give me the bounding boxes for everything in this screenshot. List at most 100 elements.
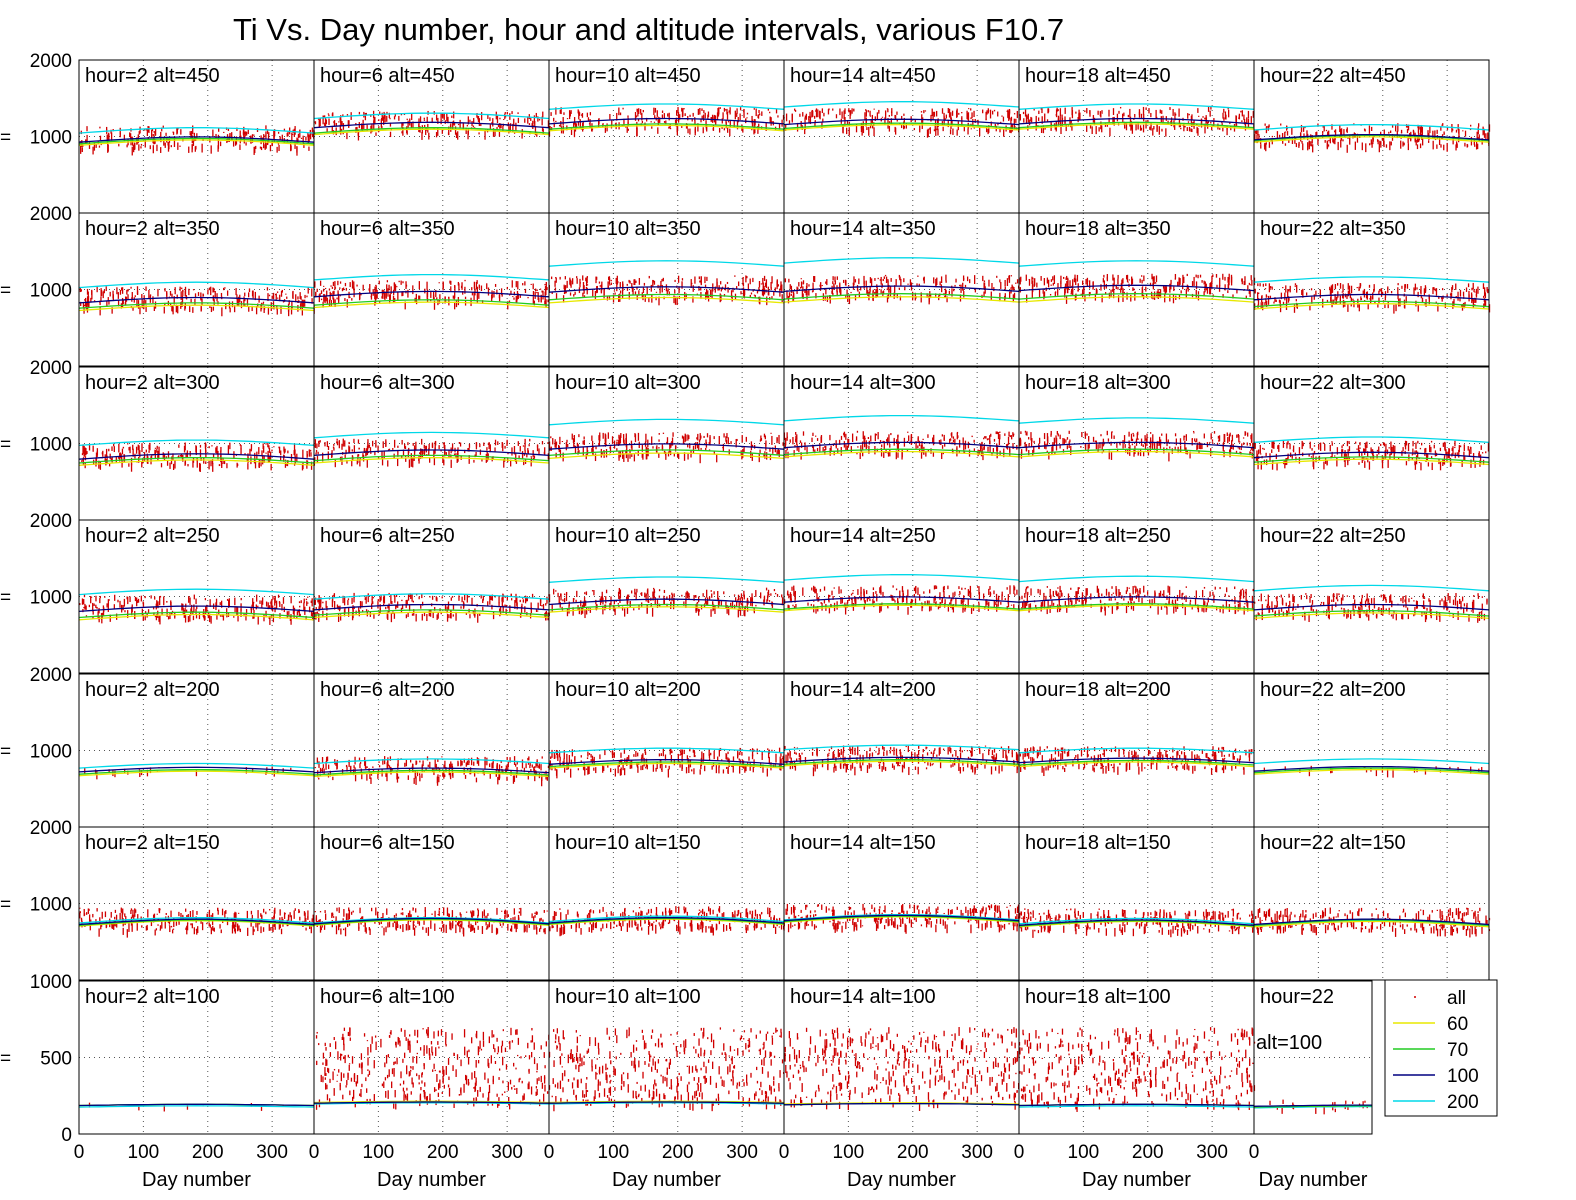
data-point: [1291, 138, 1294, 144]
data-point: [815, 108, 818, 118]
data-point: [1229, 121, 1231, 125]
data-point: [863, 443, 866, 448]
data-point: [1275, 299, 1277, 303]
data-point: [850, 291, 852, 294]
data-point: [1474, 291, 1476, 293]
data-point: [802, 431, 805, 436]
data-point: [448, 126, 450, 136]
data-point: [280, 290, 283, 297]
data-point: [156, 600, 158, 606]
data-point: [1165, 433, 1168, 442]
data-point: [640, 113, 642, 115]
data-point: [720, 281, 722, 285]
data-point: [1153, 441, 1156, 451]
data-point: [122, 299, 124, 305]
data-point: [464, 279, 466, 282]
data-point: [1173, 286, 1175, 292]
data-point: [1461, 304, 1463, 307]
data-point: [1256, 450, 1258, 458]
data-point: [790, 293, 792, 296]
data-point: [88, 444, 91, 451]
data-point: [705, 447, 707, 451]
data-point: [933, 129, 936, 132]
data-point: [318, 441, 320, 443]
data-point: [511, 111, 513, 115]
data-point: [1336, 447, 1339, 455]
data-point: [1443, 131, 1445, 134]
data-point: [708, 442, 710, 445]
data-point: [1149, 445, 1151, 448]
data-point: [530, 607, 533, 614]
data-point: [516, 599, 518, 603]
data-point: [1367, 451, 1369, 457]
data-point: [999, 127, 1001, 133]
data-point: [546, 596, 548, 604]
data-point: [555, 120, 557, 123]
data-point: [210, 286, 212, 296]
data-point: [1070, 292, 1072, 295]
data-point: [337, 293, 340, 301]
data-point: [1372, 455, 1375, 461]
data-point: [255, 604, 257, 610]
data-point: [287, 307, 290, 317]
data-point: [348, 441, 350, 445]
data-point: [586, 112, 589, 118]
data-point: [1028, 450, 1030, 456]
data-point: [102, 605, 105, 609]
data-point: [532, 296, 534, 305]
data-point: [1131, 278, 1134, 285]
data-point: [605, 449, 608, 458]
data-point: [542, 603, 545, 610]
data-point: [106, 301, 108, 307]
data-point: [929, 293, 932, 299]
data-point: [272, 301, 275, 308]
data-point: [1449, 293, 1452, 296]
data-point: [407, 122, 409, 128]
data-point: [381, 296, 383, 299]
data-point: [983, 280, 986, 283]
data-point: [1334, 136, 1336, 145]
data-point: [1016, 279, 1019, 284]
data-point: [795, 431, 797, 435]
data-point: [1110, 432, 1113, 439]
data-point: [1197, 128, 1199, 136]
data-point: [798, 282, 800, 287]
data-point: [819, 443, 821, 453]
data-point: [608, 296, 611, 300]
data-point: [1117, 278, 1119, 285]
data-point: [1368, 284, 1371, 288]
data-point: [381, 289, 384, 299]
data-point: [468, 443, 471, 448]
data-point: [897, 434, 899, 441]
data-point: [486, 447, 488, 451]
data-point: [382, 603, 385, 606]
data-point: [1485, 451, 1487, 454]
data-point: [1383, 129, 1385, 138]
data-point: [1033, 278, 1035, 287]
data-point: [799, 440, 802, 443]
data-point: [1477, 136, 1479, 139]
data-point: [1185, 288, 1187, 298]
data-point: [1115, 284, 1117, 290]
data-point: [1086, 277, 1089, 287]
data-point: [500, 288, 503, 295]
data-point: [973, 110, 975, 118]
data-point: [90, 297, 92, 303]
data-point: [721, 118, 723, 124]
data-point: [142, 614, 144, 621]
data-point: [1475, 294, 1478, 296]
data-point: [381, 450, 383, 459]
data-point: [513, 118, 515, 127]
data-point: [1341, 291, 1343, 293]
data-point: [468, 447, 470, 452]
data-point: [226, 134, 229, 139]
data-point: [691, 118, 693, 122]
data-point: [1474, 297, 1476, 303]
data-point: [263, 139, 265, 149]
data-point: [504, 445, 506, 449]
data-point: [717, 107, 719, 115]
data-point: [701, 108, 703, 111]
data-point: [1471, 287, 1473, 291]
data-point: [1305, 292, 1308, 296]
data-point: [785, 113, 788, 122]
